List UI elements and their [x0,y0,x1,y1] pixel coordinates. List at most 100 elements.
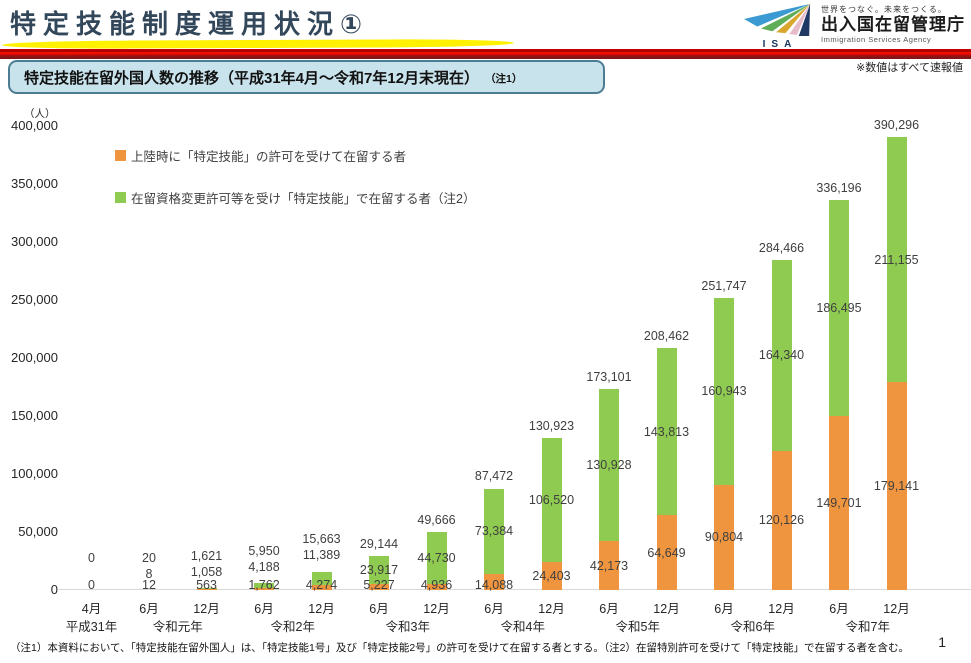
y-axis-tick-label: 100,000 [11,466,58,481]
era-group-label: 平成31年 [65,620,118,634]
x-axis-baseline [59,589,971,590]
y-axis-tick-label: 0 [50,582,58,597]
era-group-label: 令和5年 [615,620,660,634]
bar-segment-landing [196,589,217,590]
chart-title-note-ref: （注1） [485,73,523,85]
y-axis-tick-label: 400,000 [11,118,58,133]
total-value-label: 0 [88,550,95,565]
month-tick-label: 12月 [538,602,565,616]
month-tick-label: 12月 [653,602,680,616]
bar-segment-change [426,532,447,585]
landing-value-label: 563 [196,577,217,592]
change-value-label: 130,928 [586,458,632,473]
month-tick-label: 6月 [714,602,734,616]
month-tick-label: 6月 [599,602,619,616]
bar-segment-change [714,297,734,485]
bar-segment-change [541,438,562,562]
era-group-label: 令和7年 [845,620,890,634]
total-value-label: 173,101 [586,369,632,384]
month-tick-label: 6月 [829,602,849,616]
agency-name: 出入国在留管理庁 [821,15,965,34]
month-tick-label: 12月 [423,602,450,616]
y-axis-unit-label: （人） [24,108,56,120]
chart-legend: 上陸時に「特定技能」の許可を受けて在留する者 在留資格変更許可等を受け「特定技能… [115,146,475,230]
agency-name-block: 世界をつなぐ。未来をつくる。 出入国在留管理庁 Immigration Serv… [821,2,965,44]
month-tick-label: 6月 [484,602,504,616]
change-value-label: 44,730 [417,551,456,566]
change-value-label: 143,813 [643,424,690,439]
era-group-label: 令和6年 [730,620,775,634]
landing-value-label: 24,403 [532,568,571,583]
era-group-label: 令和3年 [385,620,430,634]
bar-segment-landing [426,584,447,590]
landing-value-label: 1,762 [248,577,280,592]
chart-plot-area: 上陸時に「特定技能」の許可を受けて在留する者 在留資格変更許可等を受け「特定技能… [11,118,971,634]
bar-segment-change [829,200,849,417]
change-value-label: 186,495 [816,301,862,316]
change-value-label: 23,917 [359,563,399,578]
legend-item-landing: 上陸時に「特定技能」の許可を受けて在留する者 [115,146,475,165]
legend-label-landing: 上陸時に「特定技能」の許可を受けて在留する者 [131,150,407,164]
landing-value-label: 4,274 [305,577,338,592]
landing-value-label: 149,701 [816,496,862,511]
month-tick-label: 6月 [139,602,159,616]
landing-value-label: 179,141 [873,479,920,494]
bar-segment-landing [771,450,792,590]
change-value-label: 8 [145,566,153,581]
change-value-label: 211,155 [874,252,919,267]
landing-value-label: 120,126 [758,513,805,528]
era-group-label: 令和2年 [270,620,315,634]
total-value-label: 15,663 [302,532,341,547]
change-value-label: 1,058 [190,564,223,579]
provisional-values-note: ※数値はすべて速報値 [855,62,963,74]
y-axis-tick-label: 350,000 [11,176,58,191]
landing-value-label: 12 [142,577,156,592]
month-tick-label: 12月 [883,602,910,616]
isa-label: ISA [762,39,798,50]
change-value-label: 4,188 [248,559,280,574]
month-tick-label: 4月 [81,602,102,616]
landing-value-label: 0 [88,577,95,592]
total-value-label: 5,950 [248,543,280,558]
month-tick-label: 12月 [768,602,795,616]
y-axis-tick-label: 150,000 [11,408,58,423]
bar-segment-landing [599,541,619,590]
legend-swatch-change [115,192,126,203]
total-value-label: 336,196 [816,180,862,195]
total-value-label: 284,466 [758,240,805,255]
legend-swatch-landing [115,150,126,161]
change-value-label: 106,520 [528,493,575,508]
chart-title: 特定技能在留外国人数の推移（平成31年4月～令和7年12月末現在） [24,69,480,87]
month-tick-label: 6月 [254,602,274,616]
bar-segment-change [254,583,274,588]
change-value-label: 11,389 [302,548,341,563]
bar-segment-landing [369,583,389,590]
isa-logo: ISA 世界をつなぐ。未来をつくる。 出入国在留管理庁 Immigration … [740,2,965,50]
change-value-label: 73,384 [474,524,514,539]
bar-segment-change [196,588,217,590]
footnote: （注1）本資料において、「特定技能在留外国人」は、「特定技能1号」及び「特定技能… [10,642,909,654]
total-value-label: 49,666 [417,513,456,528]
era-group-label: 令和元年 [152,620,203,634]
page-number: 1 [938,634,946,650]
y-axis-tick-label: 300,000 [11,234,58,249]
total-value-label: 208,462 [643,328,690,343]
bar-segment-landing [656,515,677,590]
agency-name-english: Immigration Services Agency [821,34,932,44]
bar-segment-change [311,571,332,586]
landing-value-label: 42,173 [589,558,629,573]
bar-segment-landing [541,561,562,590]
landing-value-label: 14,088 [474,577,514,592]
paper-airplane-icon: ISA [740,2,816,50]
bar-segment-landing [829,416,849,590]
y-axis-tick-label: 50,000 [18,524,58,539]
bar-segment-change [369,556,389,584]
total-value-label: 130,923 [528,418,575,433]
month-tick-label: 12月 [308,602,335,616]
bar-segment-landing [311,585,332,590]
landing-value-label: 5,227 [363,577,395,592]
total-value-label: 1,621 [190,548,223,563]
bar-segment-landing [714,484,734,590]
total-value-label: 29,144 [359,536,399,551]
